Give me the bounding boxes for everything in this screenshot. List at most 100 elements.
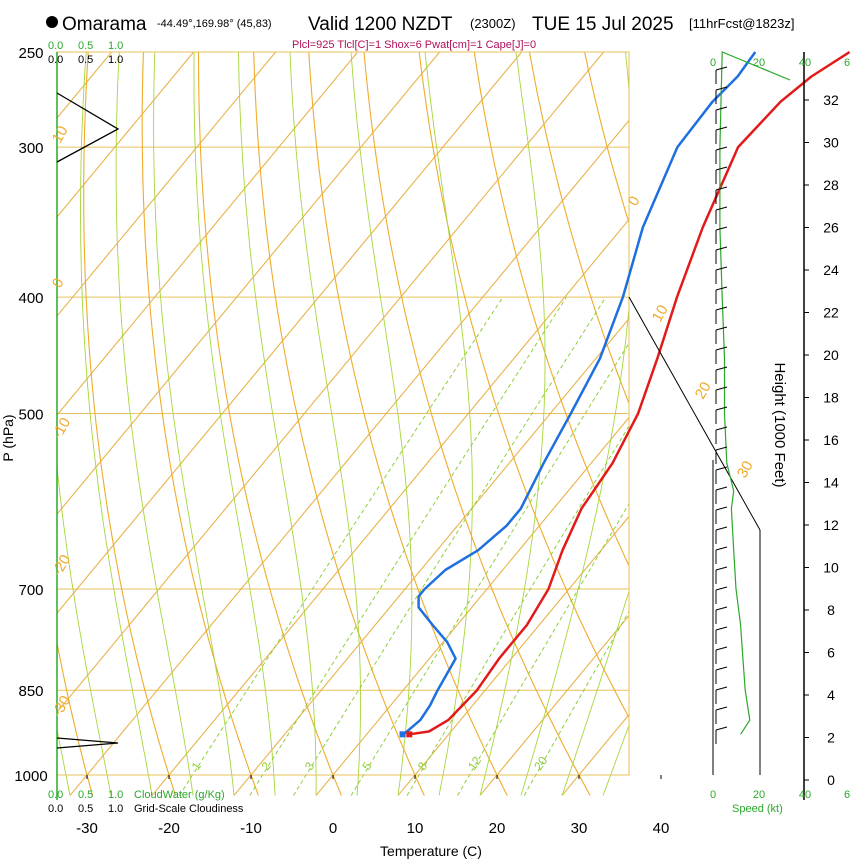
height-tick-label: 8 [827, 602, 835, 618]
wind-barb-flag [715, 406, 728, 411]
height-tick-label: 22 [823, 305, 839, 321]
cloudiness-bottom-tick: 1.0 [108, 803, 123, 815]
isotherm-label: 0 [49, 275, 68, 291]
temperature-tick-label: 30 [571, 820, 588, 837]
pressure-tick-label: 850 [18, 683, 43, 700]
x-axis-title: Temperature (C) [380, 843, 482, 859]
station-marker-icon [46, 16, 58, 28]
upper-wind-barb [56, 92, 120, 163]
moist-adiabat [115, 52, 194, 796]
cloudiness-top-tick: 1.0 [108, 54, 123, 66]
isotherm-label: 20 [692, 379, 715, 402]
isotherm-label: 10 [49, 123, 72, 146]
cloudwater-label: CloudWater (g/Kg) [134, 789, 225, 801]
cloudwater-top-tick: 1.0 [108, 40, 123, 52]
isotherm-line [69, 119, 629, 796]
moist-adiabat [193, 52, 276, 796]
moist-adiabat [561, 590, 629, 796]
moist-adiabat [424, 52, 473, 796]
temperature-tick-label: 40 [653, 820, 670, 837]
wind-speed-bottom-tick: 20 [753, 789, 765, 801]
mixing-ratio-label: 5 [359, 759, 374, 773]
wind-barb-flag [715, 286, 728, 291]
height-tick-label: 28 [823, 177, 839, 193]
isotherm-label: 30 [734, 458, 757, 481]
pressure-tick-label: 250 [18, 45, 43, 62]
surface-wind-barb [56, 737, 119, 749]
wind-barb-flag [715, 666, 728, 671]
isotherm-line [561, 713, 629, 796]
cloudwater-top-tick: 0.5 [78, 40, 93, 52]
wind-speed-profile [719, 51, 791, 735]
wind-barb-flag [715, 206, 728, 211]
isotherm-line [57, 52, 441, 515]
mixing-ratio-label: 3 [302, 759, 317, 773]
valid-time: Valid 1200 NZDT [308, 14, 453, 35]
mixing-ratio-label: 12 [465, 754, 484, 773]
isotherm-line [57, 52, 359, 416]
wind-barb-flag [715, 506, 728, 511]
dewpoint-curve [402, 51, 757, 736]
height-tick-label: 0 [827, 772, 835, 788]
temperature-tick-label: 20 [489, 820, 506, 837]
moist-adiabat [479, 52, 546, 796]
mixing-ratio-line [178, 296, 504, 796]
wind-barb-flag [715, 486, 728, 491]
cloudwater-bottom-tick: 0.5 [78, 789, 93, 801]
station-name: Omarama [62, 14, 147, 35]
dry-adiabat [750, 52, 850, 796]
height-tick-label: 4 [827, 687, 835, 703]
mixing-ratio-line [292, 296, 607, 796]
wind-barb-flag [715, 586, 728, 591]
height-tick-label: 24 [823, 262, 839, 278]
wind-barb-flag [715, 186, 728, 191]
y-axis-title: P (hPa) [0, 414, 16, 461]
wind-barb-flag [715, 66, 728, 71]
moist-adiabat [57, 461, 112, 796]
cloudwater-top-tick: 0.0 [48, 40, 63, 52]
mixing-ratio-label: 20 [531, 754, 550, 773]
pressure-tick-label: 700 [18, 582, 43, 599]
temperature-tick-label: -10 [240, 820, 262, 837]
height-tick-label: 18 [823, 390, 839, 406]
height-tick-label: 16 [823, 432, 839, 448]
cloudiness-top-tick: 0.5 [78, 54, 93, 66]
moist-adiabat [80, 52, 153, 796]
height-tick-label: 2 [827, 730, 835, 746]
valid-date: TUE 15 Jul 2025 [532, 14, 674, 35]
cloudiness-label: Grid-Scale Cloudiness [134, 803, 244, 815]
isotherm-label: 0 [625, 193, 644, 209]
moist-adiabat [238, 52, 317, 796]
wind-barb-flag [715, 246, 728, 251]
dry-adiabat [57, 639, 94, 796]
pressure-tick-label: 1000 [14, 768, 47, 785]
isotherm-line [57, 52, 605, 714]
wind-barb-flag [715, 626, 728, 631]
isotherm-line [57, 52, 195, 218]
surface-dewpoint-marker [399, 731, 406, 738]
dry-adiabat [528, 52, 629, 405]
sounding-indices: Plcl=925 Tlcl[C]=1 Shox=6 Pwat[cm]=1 Cap… [292, 39, 536, 51]
height-tick-label: 12 [823, 517, 839, 533]
dry-adiabat [418, 52, 629, 719]
dry-adiabat [197, 52, 342, 796]
cloudiness-top-tick: 0.0 [48, 54, 63, 66]
forecast-info: [11hrFcst@1823z] [689, 16, 794, 31]
moist-adiabat [602, 724, 629, 796]
wind-barb-flag [715, 346, 728, 351]
isotherm-label: 10 [649, 302, 672, 325]
mixing-ratio-label: 8 [415, 759, 430, 773]
surface-temperature-marker [406, 731, 413, 738]
mixing-ratio-line [249, 296, 567, 796]
temperature-tick-label: 10 [407, 820, 424, 837]
wind-barb-flag [715, 546, 728, 551]
mixing-ratio-line [350, 342, 629, 796]
wind-speed-bottom-tick: 0 [710, 789, 716, 801]
isotherm-line [479, 614, 629, 796]
cloudwater-bottom-tick: 0.0 [48, 789, 63, 801]
height-tick-label: 26 [823, 220, 839, 236]
wind-scale-top-extra: 6 [844, 57, 850, 69]
chart-grid [56, 51, 850, 800]
wind-barb-flag [715, 226, 728, 231]
